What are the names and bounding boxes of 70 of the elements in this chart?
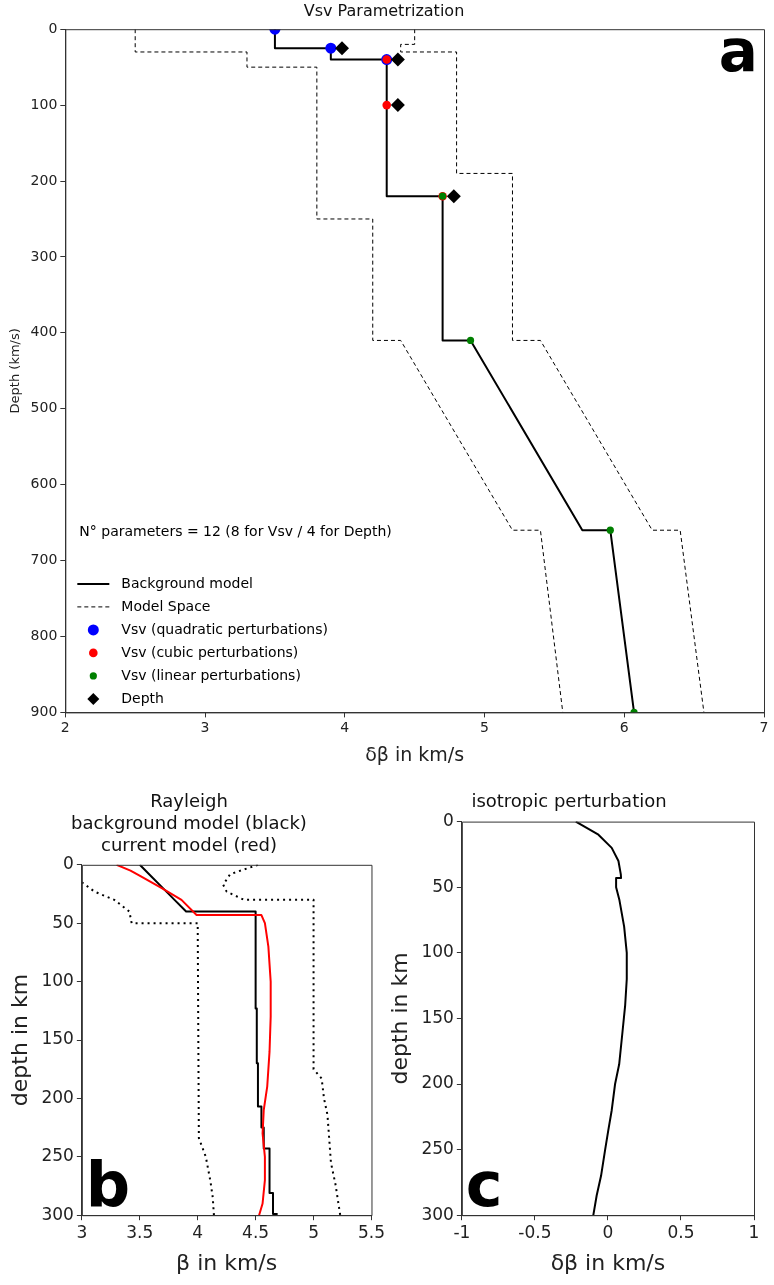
- y-tick-label: 600: [30, 475, 58, 492]
- y-tick-label: 500: [30, 399, 58, 416]
- x-tick-label: -0.5: [518, 1221, 552, 1242]
- point: [335, 41, 349, 56]
- line-series: [81, 881, 215, 1216]
- y-tick-label: 300: [421, 1203, 454, 1224]
- x-tick-label: 0: [602, 1221, 614, 1242]
- legend-label: Vsv (linear perturbations): [121, 666, 301, 683]
- y-tick-label: 200: [41, 1086, 74, 1107]
- legend-label: Vsv (cubic perturbations): [121, 643, 299, 660]
- y-tick-label: 0: [443, 810, 454, 831]
- y-tick-label: 150: [421, 1006, 454, 1027]
- y-tick-label: 150: [41, 1028, 74, 1049]
- y-tick-label: 50: [432, 875, 454, 896]
- x-tick-label: -1: [453, 1221, 471, 1242]
- x-tick-label: 2: [60, 719, 70, 736]
- y-tick-label: 300: [30, 247, 58, 264]
- point: [390, 52, 405, 67]
- point: [382, 100, 392, 110]
- y-tick-label: 100: [30, 95, 58, 112]
- point: [466, 336, 475, 345]
- y-tick-label: 900: [30, 703, 58, 720]
- x-tick-label: 6: [619, 719, 629, 736]
- y-axis-title: depth in km: [386, 952, 412, 1085]
- y-tick-label: 700: [30, 551, 58, 568]
- chart-title: Rayleigh background model (black) current model (red): [71, 790, 307, 855]
- chart-title: Vsv Parametrization: [303, 0, 465, 20]
- legend-label: Vsv (quadratic perturbations): [121, 620, 328, 637]
- x-tick-label: 3.5: [126, 1221, 154, 1242]
- y-tick-label: 200: [30, 171, 58, 188]
- point: [390, 98, 405, 113]
- x-tick-label: 5: [308, 1221, 319, 1242]
- annotation: N° parameters = 12 (8 for Vsv / 4 for Depth): [79, 523, 392, 540]
- point: [446, 189, 461, 204]
- x-tick-label: 5: [480, 719, 489, 736]
- y-tick-label: 250: [421, 1138, 454, 1159]
- x-tick-label: 4.5: [242, 1221, 270, 1242]
- annotation: c: [465, 1148, 503, 1222]
- x-tick-label: 4: [192, 1221, 204, 1242]
- annotation: a: [718, 17, 758, 86]
- x-tick-label: 5.5: [357, 1221, 386, 1242]
- y-tick-label: 400: [30, 323, 58, 340]
- annotation: b: [85, 1148, 131, 1222]
- x-tick-label: 3: [76, 1221, 88, 1242]
- y-tick-label: 50: [52, 911, 74, 932]
- x-tick-label: 1: [748, 1221, 760, 1242]
- x-tick-label: 3: [200, 719, 210, 736]
- y-axis-title: Depth (km/s): [7, 328, 23, 414]
- y-tick-label: 100: [41, 970, 74, 991]
- y-tick-label: 100: [421, 941, 454, 962]
- x-tick-label: 7: [759, 719, 769, 736]
- x-axis-title: δβ in km/s: [550, 1249, 666, 1275]
- point: [606, 526, 614, 534]
- legend-label: Model Space: [121, 597, 211, 614]
- y-tick-label: 250: [41, 1145, 74, 1166]
- y-tick-label: 800: [30, 627, 58, 644]
- chart-title: isotropic perturbation: [471, 790, 667, 812]
- y-tick-label: 0: [63, 853, 74, 874]
- y-tick-label: 0: [48, 19, 58, 36]
- legend-label: Background model: [121, 574, 253, 591]
- point: [325, 42, 337, 54]
- x-tick-label: 0.5: [667, 1221, 695, 1242]
- y-tick-label: 200: [421, 1072, 454, 1093]
- x-tick-label: 4: [340, 719, 350, 736]
- y-axis-title: depth in km: [6, 973, 32, 1107]
- x-axis-title: δβ in km/s: [365, 742, 465, 765]
- x-axis-title: β in km/s: [176, 1249, 278, 1275]
- legend-label: Depth: [121, 689, 164, 706]
- y-tick-label: 300: [41, 1203, 74, 1224]
- line-series: [222, 864, 342, 1216]
